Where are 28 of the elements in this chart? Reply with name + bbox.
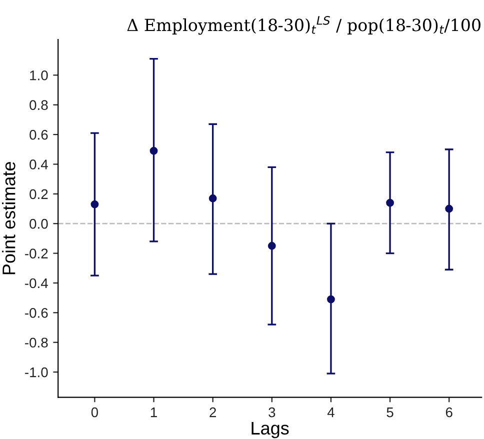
y-tick-label: -1.0: [25, 367, 48, 378]
x-tick-label: 4: [327, 408, 334, 418]
x-tick-label: 1: [150, 408, 157, 418]
x-tick-label: 3: [268, 407, 276, 418]
x-tick-label: 2: [210, 407, 216, 418]
point: [327, 295, 335, 304]
y-tick-label: -0.2: [25, 248, 48, 258]
x-tick-label: 6: [446, 407, 452, 418]
point: [268, 242, 276, 250]
point: [150, 146, 158, 155]
point: [208, 194, 217, 202]
x-axis-title: Lags: [252, 422, 289, 438]
chart-title: Δ Employment(18-30)$_{t}$$^{LS}$ / pop(18-30)$_{t}$/100: [127, 16, 480, 35]
y-tick-label: -0.6: [25, 308, 48, 318]
y-tick-label: 0.6: [30, 130, 48, 140]
y-tick-label: -0.4: [25, 278, 48, 288]
x-tick-label: 5: [386, 408, 394, 418]
y-tick-label: 0.2: [30, 189, 48, 200]
y-axis-title: Point estimate: [2, 162, 16, 274]
y-tick-label: 0.8: [30, 100, 48, 110]
point: [90, 200, 99, 208]
x-tick-label: 0: [91, 407, 98, 418]
y-tick-label: 0.4: [30, 160, 48, 170]
y-tick-label: 1.0: [30, 70, 48, 80]
y-tick-label: 0.0: [30, 218, 48, 229]
y-tick-label: -0.8: [25, 338, 48, 348]
point: [386, 198, 394, 207]
point: [445, 204, 454, 213]
